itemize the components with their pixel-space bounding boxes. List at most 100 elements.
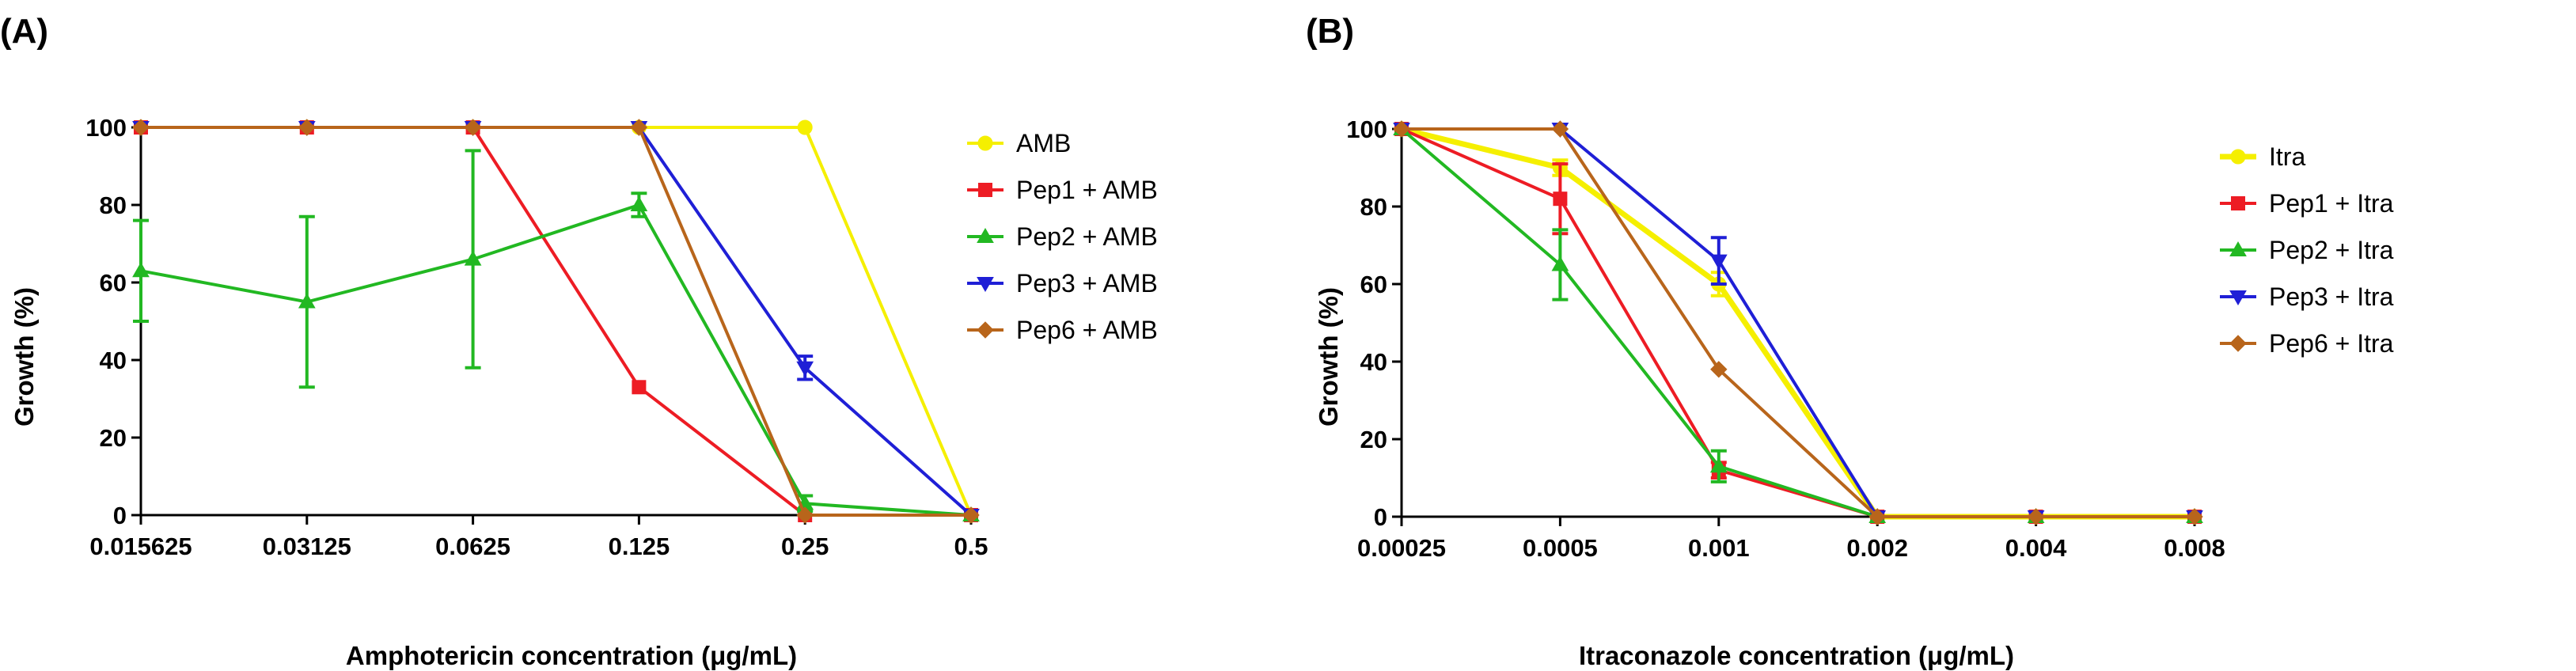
panel-a-data-point [132, 262, 150, 278]
panel-a-series-line [141, 126, 973, 516]
panel-a-x-tick-label: 0.015625 [89, 533, 192, 560]
panel-b-data-point [1710, 361, 1728, 378]
panel-b-series-5 [1393, 120, 2203, 525]
panel-b-legend-entry: Itra [2220, 142, 2305, 171]
panel-a-data-point [464, 250, 482, 266]
panel-b-y-tick-label: 40 [1360, 348, 1387, 376]
panel-a-y-tick-label: 0 [113, 502, 127, 529]
panel-a-series-4 [132, 121, 980, 525]
panel-b-legend-marker [2231, 196, 2245, 210]
panel-a-data-point [630, 195, 648, 211]
panel-b-series [1393, 119, 2203, 526]
panel-b-legend-marker [2229, 335, 2247, 352]
panel-b-label: (B) [1306, 12, 1354, 51]
panel-a-data-point [796, 361, 814, 377]
panel-a-data-point [298, 119, 316, 136]
panel-b-x-tick-label: 0.004 [2005, 534, 2067, 562]
panel-b-data-point [1393, 120, 1410, 138]
panel-b-series-1 [1394, 121, 2202, 525]
panel-b-legend-entry: Pep3 + Itra [2220, 282, 2394, 311]
panel-a-x-tick-label: 0.0625 [435, 533, 510, 560]
panel-b-y-axis-label: Growth (%) [1314, 287, 1343, 426]
panel-a-series-line [141, 126, 971, 517]
panel-b-data-point [1551, 256, 1569, 271]
panel-b-x-tick-label: 0.0005 [1523, 534, 1598, 562]
panel-a-series-line [141, 126, 971, 517]
panel-b-legend-label: Itra [2269, 142, 2305, 171]
panel-a-y-tick-label: 80 [100, 191, 127, 219]
panel-a: (A) Growth (%) Amphotericin concentratio… [0, 12, 1158, 670]
panel-b-data-point [1868, 508, 1886, 525]
panel-a-legend-entry: AMB [967, 129, 1071, 157]
panel-a-x-tick-label: 0.5 [954, 533, 988, 560]
panel-b-data-point [1553, 191, 1568, 207]
panel-b-data-point [2186, 508, 2203, 525]
panel-a-legend-label: AMB [1016, 129, 1071, 157]
panel-a-x-axis-label: Amphotericin concentration (μg/mL) [346, 641, 797, 670]
panel-a-y-tick-label: 60 [100, 269, 127, 297]
panel-a-data-point [298, 293, 316, 309]
panel-b-data-point [2027, 508, 2045, 525]
panel-b-data-point [1709, 457, 1728, 473]
panel-b-legend-label: Pep2 + Itra [2269, 236, 2394, 264]
panel-b-y-tick-label: 20 [1360, 426, 1387, 453]
panel-b-legend-marker [2230, 149, 2246, 165]
panel-b-x-axis-label: Itraconazole concentration (μg/mL) [1579, 641, 2014, 670]
panel-a-legend-marker [977, 227, 994, 243]
panel-a-legend: AMB Pep1 + AMB Pep2 + AMB Pep3 + AMB Pep6 + … [967, 129, 1158, 344]
panel-b-series-line [1402, 127, 2195, 518]
panel-b: (B) Growth (%) Itraconazole concentratio… [1306, 12, 2394, 670]
panel-b-series-3 [1393, 119, 2203, 523]
panel-b-legend-entry: Pep1 + Itra [2220, 189, 2394, 218]
panel-b-series-line [1401, 126, 2195, 520]
panel-a-legend-entry: Pep3 + AMB [967, 269, 1158, 298]
panel-b-x-tick-label: 0.002 [1846, 534, 1908, 562]
panel-b-legend-label: Pep1 + Itra [2269, 189, 2394, 218]
panel-a-legend-label: Pep3 + AMB [1016, 269, 1158, 298]
panel-a-series-1 [133, 119, 979, 523]
panel-a-series-2 [134, 120, 978, 522]
panel-b-legend-marker [2229, 290, 2247, 306]
panel-a-data-point [797, 119, 813, 135]
panel-a-axes: 0 20 40 60 80 100 0.015625 0.03125 0.0625 0.125 0.… [85, 114, 988, 560]
panel-a-legend-marker [977, 135, 993, 151]
panel-a-y-tick-label: 20 [100, 424, 127, 452]
panel-b-legend-marker [2229, 241, 2247, 256]
panel-b-series-line [1401, 127, 2195, 518]
panel-b-series-line [1402, 127, 2195, 518]
panel-b-y-tick-label: 60 [1360, 271, 1387, 298]
panel-b-legend: Itra Pep1 + Itra Pep2 + Itra Pep3 + Itra Pep… [2220, 142, 2394, 358]
panel-a-y-axis-label: Growth (%) [9, 287, 39, 426]
panel-a-legend-entry: Pep6 + AMB [967, 316, 1158, 344]
panel-b-series-4 [1393, 123, 2203, 526]
panel-a-data-point [464, 119, 482, 136]
panel-b-series-2 [1394, 122, 2202, 524]
panel-a-legend-marker [977, 277, 994, 293]
panel-b-data-point [1551, 120, 1569, 138]
panel-a-series [132, 119, 980, 525]
panel-b-legend-entry: Pep2 + Itra [2220, 236, 2394, 264]
panel-b-x-tick-label: 0.00025 [1357, 534, 1446, 562]
panel-a-legend-label: Pep1 + AMB [1016, 176, 1158, 204]
panel-b-series-line [1400, 127, 2195, 518]
panel-a-series-line [141, 126, 973, 517]
panel-a-label: (A) [0, 12, 48, 51]
panel-a-data-point [962, 506, 980, 524]
panel-a-legend-marker [977, 321, 994, 339]
panel-a-data-point [632, 380, 647, 395]
panel-a-legend-entry: Pep1 + AMB [967, 176, 1158, 204]
panel-b-x-tick-label: 0.008 [2164, 534, 2225, 562]
panel-a-legend-label: Pep6 + AMB [1016, 316, 1158, 344]
panel-a-data-point [630, 119, 648, 136]
panel-a-legend-entry: Pep2 + AMB [967, 222, 1158, 251]
panel-a-x-tick-label: 0.25 [781, 533, 829, 560]
panel-b-data-point [1709, 254, 1728, 270]
panel-a-y-tick-label: 40 [100, 347, 127, 374]
panel-b-y-tick-label: 0 [1374, 503, 1387, 531]
panel-a-legend-marker [978, 183, 992, 197]
panel-b-y-tick-label: 80 [1360, 193, 1387, 221]
panel-a-data-point [796, 506, 814, 524]
panel-a-legend-label: Pep2 + AMB [1016, 222, 1158, 251]
panel-b-axes: 0 20 40 60 80 100 0.00025 0.0005 0.001 0.002 0.004… [1346, 116, 2225, 562]
